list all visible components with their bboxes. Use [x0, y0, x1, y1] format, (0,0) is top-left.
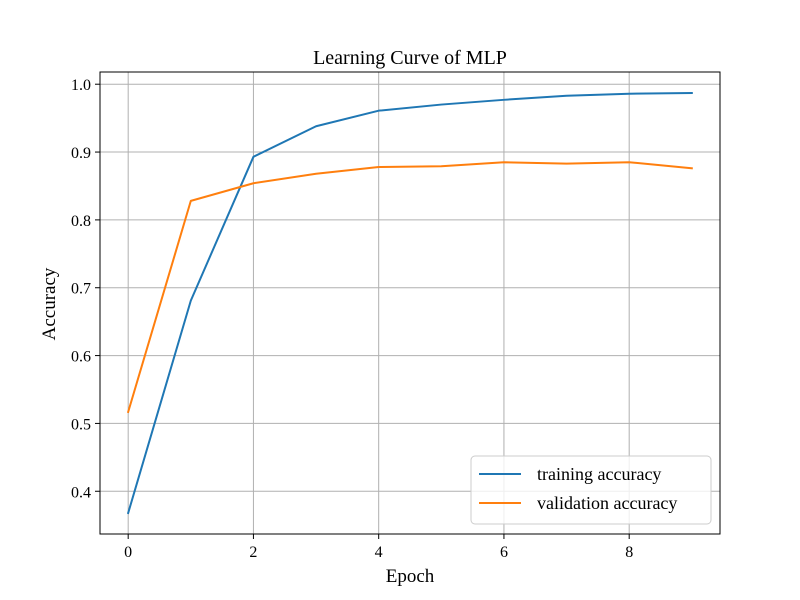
- y-tick-label: 0.8: [71, 213, 91, 230]
- legend-box: [470, 455, 712, 525]
- y-tick-label: 0.7: [71, 281, 91, 298]
- chart-title: Learning Curve of MLP: [313, 47, 507, 69]
- legend-label-training-accuracy: training accuracy: [537, 464, 661, 484]
- x-axis-label: Epoch: [386, 566, 435, 587]
- series-layer: [126, 92, 693, 515]
- grid-layer: [100, 72, 720, 534]
- y-axis-label: Accuracy: [39, 267, 60, 340]
- series-line-training-accuracy: [126, 92, 693, 515]
- y-tick-label: 0.4: [71, 484, 91, 501]
- y-tick-label: 0.6: [71, 349, 91, 366]
- legend-label-validation-accuracy: validation accuracy: [537, 493, 677, 513]
- plot-area-frame: [99, 71, 721, 535]
- y-tick-label: 0.5: [71, 416, 91, 433]
- y-tick-label: 0.9: [71, 145, 91, 162]
- x-tick-label: 8: [625, 544, 633, 561]
- tick-layer: 0 2 4 6 8 0.4 0.5 0.6 0.7 0.8 0.9 1.0: [71, 77, 633, 561]
- legend: training accuracy validation accuracy: [470, 455, 712, 525]
- x-tick-label: 2: [249, 544, 257, 561]
- y-tick-label: 1.0: [71, 77, 91, 94]
- x-tick-label: 6: [500, 544, 508, 561]
- x-tick-label: 4: [375, 544, 383, 561]
- series-line-validation-accuracy: [126, 161, 693, 414]
- x-tick-label: 0: [124, 544, 132, 561]
